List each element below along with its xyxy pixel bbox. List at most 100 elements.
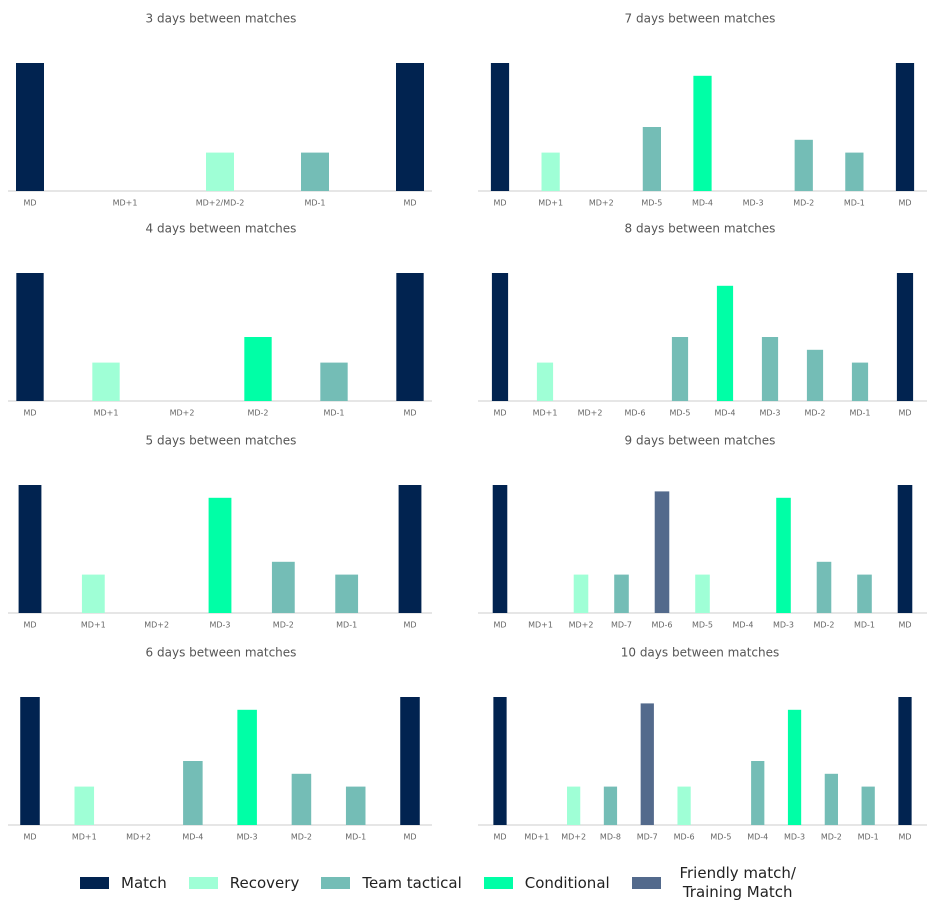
bar [787,709,802,825]
bar [301,152,329,191]
chart-title: 10 days between matches [621,646,780,660]
x-tick-label: MD [23,621,36,630]
legend-swatch [188,877,218,889]
bar [640,703,654,825]
bar [320,362,348,401]
legend-label: Friendly match/ Training Match [679,864,796,901]
legend-label: Conditional [524,873,610,892]
x-tick-label: MD-1 [854,621,875,630]
legend-swatch [321,877,351,889]
bar [806,349,824,401]
bar [16,273,44,401]
chart-title: 8 days between matches [625,222,776,236]
x-tick-label: MD-5 [669,409,690,418]
chart-title: 3 days between matches [146,12,297,26]
bar [861,786,875,825]
x-tick-label: MD+2/MD-2 [196,199,245,208]
x-tick-label: MD-4 [714,409,735,418]
bar [896,273,914,401]
bar [183,761,203,825]
x-tick-label: MD-6 [624,409,645,418]
bar [237,709,257,825]
x-tick-label: MD+1 [528,621,553,630]
x-tick-label: MD+1 [72,833,97,842]
bar [400,697,420,825]
bar [398,485,422,613]
x-tick-label: MD-1 [304,199,325,208]
bar [345,786,366,825]
bar [642,127,661,191]
x-tick-label: MD-2 [804,409,825,418]
x-tick-label: MD [403,833,416,842]
x-tick-label: MD-2 [793,199,814,208]
bar [671,337,689,401]
x-tick-label: MD-4 [692,199,713,208]
bar [897,485,913,613]
x-tick-label: MD [898,621,911,630]
x-tick-label: MD-2 [247,409,268,418]
bar [491,273,509,401]
bar [18,485,42,613]
x-tick-label: MD-3 [237,833,258,842]
x-tick-label: MD-1 [844,199,865,208]
x-tick-label: MD+2 [170,409,195,418]
bar [677,786,691,825]
bar [536,362,554,401]
bar [244,337,272,401]
x-tick-label: MD-6 [674,833,695,842]
x-tick-label: MD [493,833,506,842]
bar [16,63,44,191]
x-tick-label: MD-5 [641,199,662,208]
x-tick-label: MD+2 [578,409,603,418]
chart-title: 6 days between matches [146,646,297,660]
bar [573,574,589,613]
bar [567,786,581,825]
legend-item: Team tactical [321,874,462,893]
bar [335,574,359,613]
bar [396,273,424,401]
x-tick-label: MD-2 [821,833,842,842]
legend-swatch [631,877,661,889]
x-tick-label: MD [898,199,911,208]
x-tick-label: MD-1 [345,833,366,842]
bar [716,285,734,401]
x-tick-label: MD-5 [710,833,731,842]
legend-item: Match [80,874,167,893]
x-tick-label: MD-2 [273,621,294,630]
chart-title: 7 days between matches [625,12,776,26]
x-tick-label: MD+2 [569,621,594,630]
x-tick-label: MD-1 [336,621,357,630]
bar [794,139,813,191]
x-tick-label: MD-8 [600,833,621,842]
x-tick-label: MD [23,833,36,842]
x-tick-label: MD [403,409,416,418]
bar [291,773,312,825]
bar [74,786,95,825]
chart-title: 9 days between matches [625,434,776,448]
legend-label: Match [121,873,167,892]
bar [695,574,710,613]
bar [751,761,765,825]
legend-item: Recovery [188,873,300,893]
x-tick-label: MD-3 [759,409,780,418]
x-tick-label: MD+2 [561,833,586,842]
legend-label: Recovery [229,873,300,892]
x-tick-label: MD-7 [637,833,658,842]
x-tick-label: MD-1 [323,409,344,418]
bar [857,574,872,613]
x-tick-label: MD-4 [182,833,203,842]
bar [271,561,295,613]
bar [208,497,232,613]
x-tick-label: MD+2 [144,621,169,630]
bar [851,362,869,401]
x-tick-label: MD [403,621,416,630]
x-tick-label: MD+1 [538,199,563,208]
x-tick-label: MD [493,621,506,630]
bar [493,697,507,825]
x-tick-label: MD+1 [81,621,106,630]
x-tick-label: MD-4 [732,621,753,630]
x-tick-label: MD-1 [849,409,870,418]
chart-title: 5 days between matches [146,434,297,448]
bar [761,337,779,401]
bar [20,697,40,825]
